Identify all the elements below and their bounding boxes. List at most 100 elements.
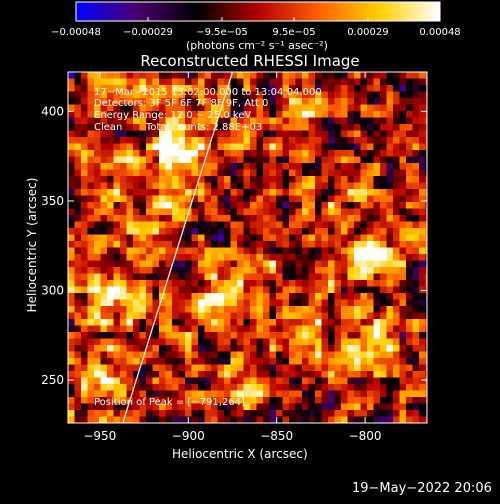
heatmap-cell xyxy=(412,286,420,294)
heatmap-cell xyxy=(211,351,219,359)
heatmap-cell xyxy=(360,91,368,99)
heatmap-cell xyxy=(211,397,219,405)
heatmap-cell xyxy=(425,104,427,112)
heatmap-cell xyxy=(224,150,232,158)
heatmap-cell xyxy=(159,241,167,249)
heatmap-cell xyxy=(185,312,193,320)
heatmap-cell xyxy=(68,137,76,145)
heatmap-cell xyxy=(120,273,128,281)
heatmap-cell xyxy=(113,280,121,288)
heatmap-cell xyxy=(399,319,407,327)
heatmap-cell xyxy=(250,130,258,138)
heatmap-cell xyxy=(165,384,173,392)
heatmap-cell xyxy=(256,384,264,392)
heatmap-cell xyxy=(198,390,206,398)
heatmap-cell xyxy=(133,397,141,405)
heatmap-cell xyxy=(315,403,323,411)
heatmap-cell xyxy=(139,397,147,405)
heatmap-cell xyxy=(165,182,173,190)
heatmap-cell xyxy=(269,163,277,171)
heatmap-cell xyxy=(133,267,141,275)
heatmap-cell xyxy=(360,202,368,210)
heatmap-cell xyxy=(250,163,258,171)
heatmap-cell xyxy=(250,124,258,132)
heatmap-cell xyxy=(126,338,134,346)
heatmap-cell xyxy=(315,325,323,333)
heatmap-cell xyxy=(360,267,368,275)
heatmap-cell xyxy=(87,228,95,236)
heatmap-cell xyxy=(302,286,310,294)
heatmap-cell xyxy=(87,260,95,268)
heatmap-cell xyxy=(419,254,427,262)
heatmap-cell xyxy=(315,306,323,314)
heatmap-cell xyxy=(380,228,388,236)
heatmap-cell xyxy=(107,306,115,314)
heatmap-cell xyxy=(289,345,297,353)
heatmap-cell xyxy=(412,384,420,392)
heatmap-cell xyxy=(165,351,173,359)
heatmap-cell xyxy=(191,299,199,307)
heatmap-cell xyxy=(393,169,401,177)
heatmap-cell xyxy=(224,163,232,171)
heatmap-cell xyxy=(94,403,102,411)
heatmap-cell xyxy=(256,215,264,223)
heatmap-cell xyxy=(302,410,310,418)
heatmap-cell xyxy=(152,91,160,99)
heatmap-cell xyxy=(191,273,199,281)
heatmap-cell xyxy=(276,299,284,307)
heatmap-cell xyxy=(386,371,394,379)
heatmap-cell xyxy=(185,273,193,281)
heatmap-cell xyxy=(367,293,375,301)
heatmap-cell xyxy=(425,338,427,346)
heatmap-cell xyxy=(100,286,108,294)
heatmap-cell xyxy=(224,351,232,359)
heatmap-cell xyxy=(172,208,180,216)
heatmap-cell xyxy=(308,273,316,281)
heatmap-cell xyxy=(321,254,329,262)
heatmap-cell xyxy=(178,260,186,268)
heatmap-cell xyxy=(68,241,76,249)
heatmap-cell xyxy=(81,241,89,249)
heatmap-cell xyxy=(276,163,284,171)
heatmap-cell xyxy=(289,104,297,112)
heatmap-cell xyxy=(243,163,251,171)
heatmap-cell xyxy=(406,390,414,398)
heatmap-cell xyxy=(243,299,251,307)
heatmap-cell xyxy=(204,176,212,184)
heatmap-cell xyxy=(68,299,76,307)
heatmap-cell xyxy=(282,254,290,262)
heatmap-cell xyxy=(126,371,134,379)
heatmap-cell xyxy=(250,345,258,353)
heatmap-cell xyxy=(159,104,167,112)
heatmap-cell xyxy=(289,384,297,392)
heatmap-cell xyxy=(217,371,225,379)
heatmap-cell xyxy=(126,182,134,190)
heatmap-cell xyxy=(419,410,427,418)
heatmap-cell xyxy=(68,195,76,203)
heatmap-cell xyxy=(399,221,407,229)
heatmap-cell xyxy=(94,124,102,132)
heatmap-cell xyxy=(94,416,102,423)
heatmap-cell xyxy=(289,390,297,398)
heatmap-cell xyxy=(107,260,115,268)
heatmap-cell xyxy=(256,403,264,411)
heatmap-cell xyxy=(198,358,206,366)
heatmap-cell xyxy=(380,403,388,411)
heatmap-cell xyxy=(282,176,290,184)
heatmap-cell xyxy=(243,345,251,353)
heatmap-cell xyxy=(230,78,238,86)
heatmap-cell xyxy=(172,260,180,268)
heatmap-cell xyxy=(74,202,82,210)
heatmap-cell xyxy=(152,280,160,288)
heatmap-cell xyxy=(328,195,336,203)
heatmap-cell xyxy=(386,293,394,301)
heatmap-cell xyxy=(360,286,368,294)
heatmap-cell xyxy=(302,91,310,99)
heatmap-cell xyxy=(211,163,219,171)
heatmap-cell xyxy=(68,397,76,405)
heatmap-cell xyxy=(120,98,128,106)
heatmap-cell xyxy=(139,358,147,366)
heatmap-cell xyxy=(133,358,141,366)
heatmap-cell xyxy=(178,150,186,158)
heatmap-cell xyxy=(191,293,199,301)
